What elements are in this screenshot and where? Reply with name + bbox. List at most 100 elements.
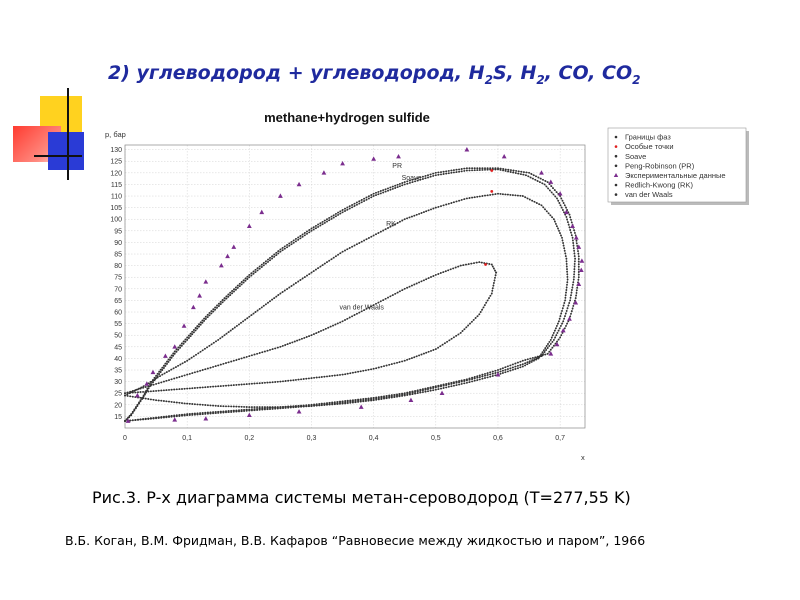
peng-robinson-pr-bubble-point — [450, 169, 453, 172]
van-der-waals-bubble-point — [370, 305, 373, 308]
redlich-kwong-rk-bubble-point — [254, 311, 257, 313]
redlich-kwong-rk-bubble-point — [306, 274, 308, 277]
redlich-kwong-rk-bubble-point — [504, 193, 507, 196]
redlich-kwong-rk-bubble-point — [566, 270, 569, 273]
van-der-waals-dew-point — [461, 330, 464, 332]
soave-bubble-point — [275, 254, 278, 257]
soave-bubble-point — [542, 353, 544, 356]
van-der-waals-bubble-point — [160, 381, 163, 384]
peng-robinson-pr-bubble-point — [552, 344, 555, 347]
peng-robinson-pr-bubble-point — [358, 200, 361, 203]
redlich-kwong-rk-bubble-point — [351, 245, 354, 248]
van-der-waals-bubble-point — [317, 331, 320, 333]
peng-robinson-pr-dew-point — [529, 357, 532, 360]
soave-bubble-point — [411, 181, 414, 184]
peng-robinson-pr-bubble-point — [427, 174, 429, 177]
redlich-kwong-rk-bubble-point — [363, 239, 366, 242]
redlich-kwong-rk-dew-point — [452, 384, 455, 387]
redlich-kwong-rk-dew-point — [383, 397, 385, 400]
redlich-kwong-rk-bubble-point — [565, 291, 567, 294]
van-der-waals-dew-point — [261, 382, 264, 384]
van-der-waals-dew-point — [271, 381, 274, 384]
redlich-kwong-rk-dew-point — [484, 377, 486, 379]
experimental-point — [340, 160, 345, 166]
van-der-waals-bubble-point — [473, 262, 475, 265]
soave-bubble-point — [384, 190, 387, 193]
van-der-waals-bubble-point — [492, 267, 495, 270]
experimental-point — [576, 244, 582, 249]
experimental-point — [570, 223, 575, 228]
soave-bubble-point — [172, 354, 175, 357]
soave-bubble-point — [256, 269, 259, 272]
redlich-kwong-rk-bubble-point — [301, 277, 304, 280]
soave-bubble-point — [476, 169, 479, 172]
redlich-kwong-rk-dew-point — [287, 405, 290, 408]
peng-robinson-pr-bubble-point — [463, 167, 466, 170]
soave-bubble-point — [572, 244, 575, 247]
redlich-kwong-rk-bubble-point — [563, 247, 566, 250]
redlich-kwong-rk-bubble-point — [326, 261, 328, 264]
experimental-point — [557, 191, 563, 196]
soave-bubble-point — [527, 175, 530, 178]
soave-bubble-point — [389, 188, 392, 191]
van-der-waals-bubble-point — [225, 362, 227, 364]
redlich-kwong-rk-bubble-point — [566, 281, 569, 284]
redlich-kwong-rk-dew-point — [212, 404, 215, 407]
van-der-waals-bubble-point — [305, 336, 308, 338]
van-der-waals-dew-point — [131, 391, 134, 394]
peng-robinson-pr-bubble-point — [332, 214, 335, 217]
soave-dew-point — [155, 417, 158, 420]
redlich-kwong-rk-bubble-point — [348, 247, 351, 249]
peng-robinson-pr-bubble-point — [556, 340, 558, 343]
peng-robinson-pr-bubble-point — [330, 215, 333, 218]
peng-robinson-pr-dew-point — [509, 364, 512, 367]
soave-dew-point — [240, 410, 243, 413]
redlich-kwong-rk-bubble-point — [434, 206, 437, 209]
redlich-kwong-rk-dew-point — [266, 406, 269, 409]
redlich-kwong-rk-bubble-point — [389, 225, 392, 228]
redlich-kwong-rk-bubble-point — [382, 229, 385, 232]
redlich-kwong-rk-dew-point — [289, 405, 292, 408]
redlich-kwong-rk-bubble-point — [360, 240, 363, 243]
redlich-kwong-rk-dew-point — [175, 401, 178, 404]
soave-bubble-point — [440, 173, 442, 176]
redlich-kwong-rk-dew-point — [333, 403, 336, 406]
van-der-waals-bubble-point — [346, 317, 349, 320]
soave-bubble-point — [468, 169, 471, 172]
soave-bubble-point — [206, 316, 209, 319]
y-tick-label: 115 — [111, 182, 122, 189]
experimental-point — [495, 372, 501, 377]
peng-robinson-pr-bubble-point — [292, 239, 295, 242]
van-der-waals-bubble-point — [286, 343, 289, 346]
van-der-waals-dew-point — [181, 388, 183, 390]
redlich-kwong-rk-bubble-point — [555, 324, 558, 327]
soave-dew-point — [434, 386, 437, 389]
redlich-kwong-rk-dew-point — [300, 405, 303, 408]
peng-robinson-pr-bubble-point — [164, 362, 167, 365]
redlich-kwong-rk-bubble-point — [252, 312, 255, 315]
van-der-waals-bubble-point — [310, 334, 313, 337]
soave-dew-point — [271, 407, 274, 410]
soave-bubble-point — [128, 416, 131, 419]
redlich-kwong-rk-bubble-point — [452, 201, 455, 204]
peng-robinson-pr-dew-point — [468, 377, 471, 380]
van-der-waals-dew-point — [465, 326, 468, 329]
redlich-kwong-rk-bubble-point — [260, 306, 263, 309]
redlich-kwong-rk-dew-point — [323, 404, 326, 406]
experimental-point — [203, 279, 209, 284]
soave-bubble-point — [216, 306, 218, 309]
redlich-kwong-rk-bubble-point — [560, 312, 563, 315]
van-der-waals-bubble-point — [162, 380, 165, 383]
redlich-kwong-rk-dew-point — [126, 394, 129, 397]
soave-bubble-point — [198, 325, 200, 328]
soave-bubble-point — [554, 336, 557, 339]
soave-bubble-point — [551, 340, 554, 343]
redlich-kwong-rk-bubble-point — [199, 350, 202, 353]
van-der-waals-bubble-point — [276, 346, 279, 349]
van-der-waals-dew-point — [201, 386, 204, 389]
experimental-point — [560, 327, 566, 333]
soave-dew-point — [131, 419, 134, 422]
peng-robinson-pr-bubble-point — [273, 253, 276, 256]
van-der-waals-dew-point — [406, 358, 409, 361]
soave-bubble-point — [569, 299, 572, 302]
